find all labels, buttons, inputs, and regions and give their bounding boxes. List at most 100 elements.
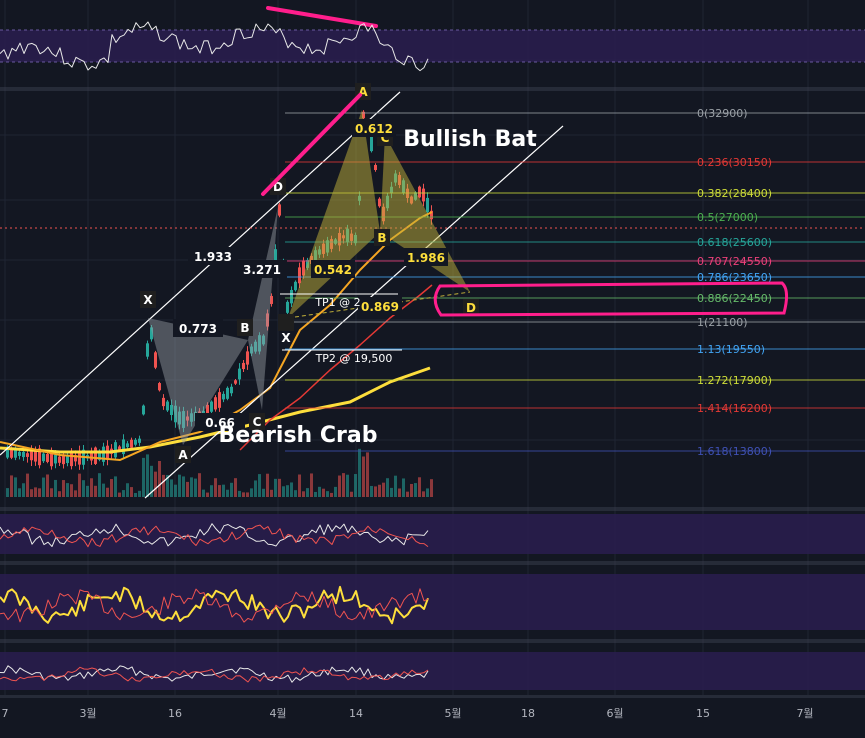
candle-body (234, 380, 237, 384)
volume-bar (198, 473, 201, 497)
volume-bar (154, 471, 157, 497)
candle-body (26, 453, 29, 457)
pink-target-zone (433, 281, 789, 317)
candle-body (422, 188, 425, 202)
candle-body (114, 442, 117, 458)
bat-ratio-box (404, 248, 448, 266)
candle-body (70, 451, 73, 467)
fib-level-label: 0.236(30150) (697, 156, 772, 169)
pink-divergence-annotation (266, 6, 378, 28)
volume-bar (382, 482, 385, 497)
volume-bar (322, 488, 325, 497)
candle-body (62, 455, 65, 465)
candle-body (230, 386, 233, 394)
volume-bar (162, 474, 165, 497)
candle-body (294, 281, 297, 291)
volume-bar (218, 485, 221, 497)
candle-body (218, 392, 221, 408)
volume-bar (234, 478, 237, 497)
crab-pattern-fill (248, 207, 278, 410)
volume-bar (98, 473, 101, 497)
volume-bar (26, 473, 29, 497)
fib-level-label: 0.707(24550) (697, 255, 772, 268)
stoch-line-red (0, 588, 429, 623)
x-axis-tick-label: 18 (521, 707, 535, 720)
volume-bar (362, 456, 365, 497)
fib-level-label: 0.786(23650) (697, 271, 772, 284)
candle-body (258, 335, 261, 352)
volume-bar (54, 479, 57, 497)
volume-bar (230, 482, 233, 497)
volume-bar (402, 478, 405, 497)
candle-body (54, 454, 57, 464)
candle-body (14, 448, 17, 458)
volume-bar (318, 486, 321, 497)
volume-bar (314, 491, 317, 497)
x-axis-tick-label: 7 (2, 707, 9, 720)
volume-bar (262, 488, 265, 497)
volume-bar (18, 488, 21, 497)
candle-body (78, 450, 81, 465)
candle-body (182, 411, 185, 428)
volume-bar (150, 465, 153, 497)
x-axis-tick-label: 6월 (606, 707, 623, 720)
candle-body (266, 313, 269, 327)
fib-level-label: 1(21100) (697, 316, 748, 329)
crab-point-label: D (273, 180, 283, 194)
volume-bar (358, 448, 361, 497)
fib-level-label: 1.618(13800) (697, 445, 772, 458)
volume-bar (58, 491, 61, 497)
candle-body (98, 450, 101, 460)
volume-bar (82, 480, 85, 497)
bat-point-label: C (381, 131, 390, 145)
candle-body (30, 451, 33, 461)
volume-bar (190, 477, 193, 497)
volume-bar (410, 483, 413, 497)
volume-bar (338, 475, 341, 497)
volume-bar (226, 489, 229, 497)
candle-body (174, 405, 177, 423)
candle-body (262, 335, 265, 345)
volume-bar (386, 478, 389, 497)
volume-bar (90, 478, 93, 497)
rsi-line-red (0, 524, 429, 548)
candle-body (418, 186, 421, 198)
volume-bar (274, 478, 277, 497)
volume-bar (266, 473, 269, 497)
volume-bar (290, 482, 293, 497)
candle-body (302, 260, 305, 276)
volume-bar (282, 486, 285, 497)
fib-level-label: 0.886(22450) (697, 292, 772, 305)
candle-body (126, 443, 129, 448)
candle-body (170, 405, 173, 415)
candle-body (6, 446, 9, 458)
trend-channel-upper (0, 91, 401, 456)
candle-body (134, 439, 137, 445)
volume-bar (102, 483, 105, 497)
candle-body (246, 351, 249, 365)
candle-body (146, 343, 149, 357)
volume-bar (390, 487, 393, 497)
bat-ratio-box (358, 297, 402, 315)
volume-bar (278, 478, 281, 497)
top-oscillator-line (0, 21, 429, 72)
crab-point-box (237, 319, 253, 336)
volume-bar (302, 491, 305, 497)
volume-bar (134, 492, 137, 497)
fib-level-label: 0.382(28400) (697, 187, 772, 200)
volume-bar (138, 490, 141, 497)
candle-body (250, 346, 253, 354)
fib-level-label: 1.272(17900) (697, 374, 772, 387)
candle-body (22, 451, 25, 458)
volume-bar (30, 489, 33, 497)
volume-bar (310, 473, 313, 497)
crab-ratio-box (237, 260, 287, 278)
volume-bar (206, 492, 209, 497)
volume-bar (106, 487, 109, 497)
bat-point-label: D (466, 301, 476, 315)
crab-point-box (175, 446, 191, 463)
candle-body (142, 405, 145, 415)
fib-level-label: 1.414(16200) (697, 402, 772, 415)
